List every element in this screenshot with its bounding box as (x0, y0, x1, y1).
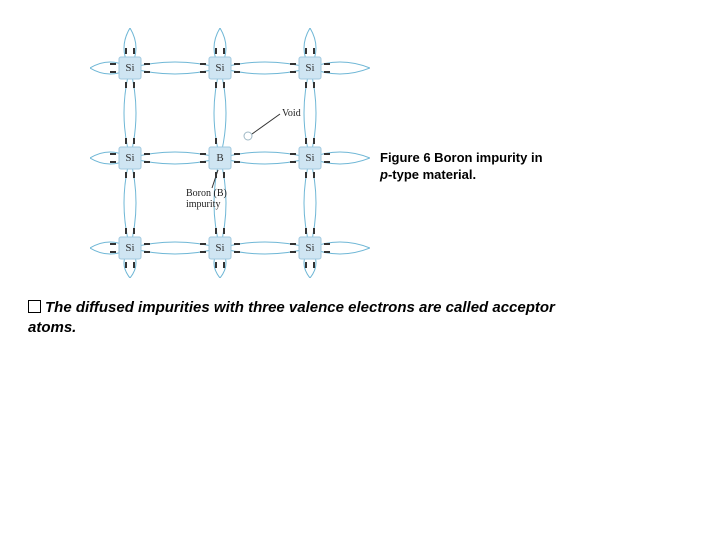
electron-tick (200, 251, 206, 253)
electron-tick (290, 71, 296, 73)
caption-line2-italic: p (380, 167, 388, 182)
statement-line2: atoms. (28, 319, 76, 336)
electron-tick (313, 172, 315, 178)
electron-tick (110, 153, 116, 155)
electron-tick (125, 48, 127, 54)
electron-tick (110, 63, 116, 65)
electron-tick (324, 251, 330, 253)
electron-tick (305, 82, 307, 88)
electron-tick (313, 228, 315, 234)
atom-si-2-0: Si (119, 237, 141, 259)
electron-tick (234, 251, 240, 253)
electron-tick (125, 172, 127, 178)
electron-tick (305, 228, 307, 234)
electron-tick (133, 82, 135, 88)
electron-tick (144, 63, 150, 65)
electron-tick (324, 161, 330, 163)
electron-tick (133, 48, 135, 54)
electron-tick (144, 243, 150, 245)
electron-tick (144, 251, 150, 253)
electron-tick (234, 243, 240, 245)
electron-tick (290, 153, 296, 155)
electron-tick (200, 153, 206, 155)
electron-tick (125, 82, 127, 88)
electron-tick (324, 71, 330, 73)
electron-tick (144, 161, 150, 163)
statement-text: The diffused impurities with three valen… (28, 298, 555, 339)
electron-tick (200, 71, 206, 73)
electron-tick (234, 71, 240, 73)
electron-tick (305, 48, 307, 54)
electron-tick (133, 172, 135, 178)
electron-tick (215, 172, 217, 178)
statement-line1: The diffused impurities with three valen… (45, 299, 555, 316)
electron-tick (133, 228, 135, 234)
atom-si-1-0: Si (119, 147, 141, 169)
atom-si-2-1: Si (209, 237, 231, 259)
caption-line1: Figure 6 Boron impurity in (380, 150, 543, 165)
electron-tick (125, 138, 127, 144)
figure-caption: Figure 6 Boron impurity in p-type materi… (380, 150, 543, 184)
electron-tick (215, 138, 217, 144)
impurity-label: Boron (B) impurity (186, 188, 227, 210)
electron-tick (200, 243, 206, 245)
electron-tick (125, 228, 127, 234)
electron-tick (110, 71, 116, 73)
electron-tick (223, 82, 225, 88)
electron-tick (313, 48, 315, 54)
electron-tick (215, 82, 217, 88)
electron-tick (234, 161, 240, 163)
electron-tick (305, 138, 307, 144)
electron-tick (223, 172, 225, 178)
electron-tick (223, 262, 225, 268)
electron-tick (144, 153, 150, 155)
atom-si-0-2: Si (299, 57, 321, 79)
electron-tick (110, 251, 116, 253)
electron-tick (223, 228, 225, 234)
electron-tick (290, 63, 296, 65)
atom-si-0-0: Si (119, 57, 141, 79)
electron-tick (215, 262, 217, 268)
electron-tick (313, 82, 315, 88)
boron-lattice-diagram: Si Si Si Si B Si Si Si Si Void Boron (B) impurity (90, 28, 370, 278)
electron-tick (215, 228, 217, 234)
atom-si-0-1: Si (209, 57, 231, 79)
electron-tick (234, 63, 240, 65)
electron-tick (200, 63, 206, 65)
electron-tick (234, 153, 240, 155)
electron-tick (324, 243, 330, 245)
electron-tick (133, 138, 135, 144)
electron-tick (305, 262, 307, 268)
bullet-marker (28, 300, 41, 313)
electron-tick (125, 262, 127, 268)
void-label: Void (282, 108, 301, 119)
electron-tick (313, 262, 315, 268)
atom-b-1-1: B (209, 147, 231, 169)
electron-tick (200, 161, 206, 163)
electron-tick (144, 71, 150, 73)
electron-tick (110, 243, 116, 245)
caption-line2-rest: -type material. (388, 167, 476, 182)
atom-si-2-2: Si (299, 237, 321, 259)
electron-tick (215, 48, 217, 54)
electron-tick (290, 243, 296, 245)
electron-tick (305, 172, 307, 178)
electron-tick (313, 138, 315, 144)
electron-tick (290, 161, 296, 163)
electron-tick (324, 153, 330, 155)
electron-tick (290, 251, 296, 253)
electron-tick (223, 48, 225, 54)
electron-tick (133, 262, 135, 268)
atom-si-1-2: Si (299, 147, 321, 169)
electron-tick (324, 63, 330, 65)
electron-tick (110, 161, 116, 163)
